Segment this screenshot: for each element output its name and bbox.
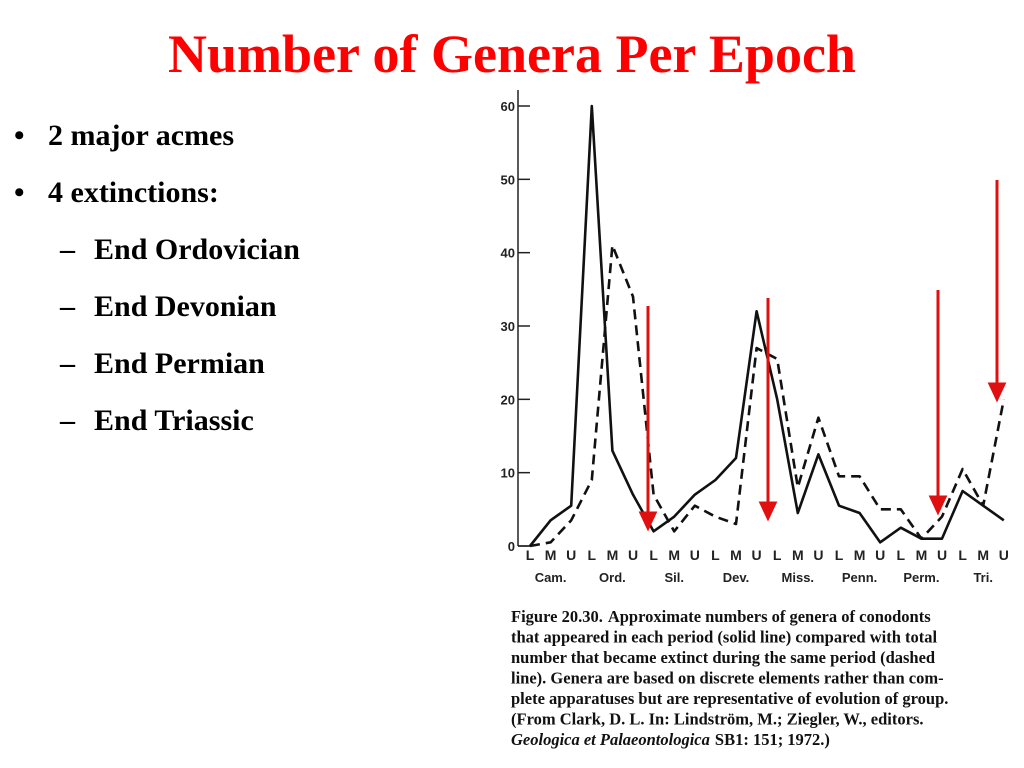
bullet-dot: •	[14, 176, 25, 209]
y-tick-label: 20	[501, 392, 515, 407]
x-tick-label: M	[792, 547, 804, 563]
x-tick-label: L	[526, 547, 535, 563]
x-tick-label: U	[999, 547, 1009, 563]
bullet-dot: •	[14, 119, 25, 152]
x-tick-label: U	[937, 547, 947, 563]
y-tick-label: 10	[501, 466, 515, 481]
period-label: Ord.	[599, 570, 626, 585]
period-label: Miss.	[782, 570, 815, 585]
period-label: Cam.	[535, 570, 567, 585]
sub-dash: –	[59, 290, 76, 323]
x-tick-label: U	[813, 547, 823, 563]
x-tick-label: M	[977, 547, 989, 563]
y-tick-label: 0	[508, 539, 515, 554]
caption-source-rest: SB1: 151; 1972.)	[715, 730, 830, 749]
series-line	[529, 244, 1006, 548]
caption-line: (From Clark, D. L. In: Lindström, M.; Zi…	[511, 710, 924, 729]
x-tick-label: M	[668, 547, 680, 563]
x-tick-label: L	[835, 547, 844, 563]
y-tick-label: 60	[501, 99, 515, 114]
y-tick-label: 50	[501, 172, 515, 187]
figure-caption: Figure 20.30. Approximate numbers of gene…	[511, 607, 948, 749]
caption-line: that appeared in each period (solid line…	[511, 628, 938, 647]
y-tick-label: 40	[501, 246, 515, 261]
x-tick-label: M	[916, 547, 928, 563]
x-tick-label: L	[711, 547, 720, 563]
arrows	[638, 180, 1007, 532]
x-tick-label: L	[588, 547, 597, 563]
caption-line: line). Genera are based on discrete elem…	[511, 669, 944, 688]
x-tick-label: M	[607, 547, 619, 563]
x-tick-label: U	[628, 547, 638, 563]
caption-label: Figure 20.30.	[511, 607, 603, 626]
period-label: Penn.	[842, 570, 877, 585]
x-tick-label: U	[752, 547, 762, 563]
sub-bullet-text: End Permian	[94, 347, 265, 380]
sub-dash: –	[59, 233, 76, 266]
slide-title: Number of Genera Per Epoch	[168, 24, 856, 84]
arrow-head	[928, 495, 948, 516]
x-tick-label: U	[875, 547, 885, 563]
x-tick-label: M	[545, 547, 557, 563]
arrow-head	[758, 501, 778, 522]
x-tick-label: L	[773, 547, 782, 563]
caption-source-italic: Geologica et Palaeontologica	[511, 730, 710, 749]
sub-dash: –	[59, 404, 76, 437]
x-tick-label: M	[854, 547, 866, 563]
y-tick-label: 30	[501, 319, 515, 334]
x-tick-label: L	[897, 547, 906, 563]
sub-bullet-text: End Ordovician	[94, 233, 300, 266]
period-label: Perm.	[903, 570, 939, 585]
caption-line: number that became extinct during the sa…	[511, 648, 935, 667]
arrow-head	[638, 511, 658, 532]
x-tick-label: M	[730, 547, 742, 563]
period-label: Tri.	[973, 570, 993, 585]
bullet-text: 4 extinctions:	[48, 176, 219, 209]
arrow-head	[987, 382, 1007, 403]
period-label: Sil.	[664, 570, 684, 585]
caption-line: plete apparatuses but are representative…	[511, 689, 948, 708]
x-tick-label: U	[566, 547, 576, 563]
period-label: Dev.	[723, 570, 750, 585]
x-tick-label: U	[690, 547, 700, 563]
sub-dash: –	[59, 347, 76, 380]
x-tick-label: L	[958, 547, 967, 563]
sub-bullet-text: End Devonian	[94, 290, 277, 323]
caption-line: Approximate numbers of genera of conodon…	[608, 607, 931, 626]
sub-bullet-text: End Triassic	[94, 404, 254, 437]
bullet-text: 2 major acmes	[48, 119, 234, 152]
x-tick-label: L	[649, 547, 658, 563]
